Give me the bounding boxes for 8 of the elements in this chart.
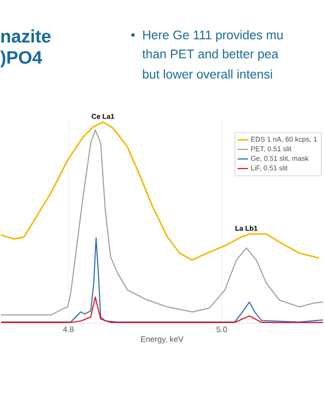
x-axis-title: Energy, keV (141, 336, 184, 344)
text: Here Ge 111 provides mu (143, 30, 283, 42)
chart-subtitle: )PO4 (0, 50, 42, 68)
x-tick-label: 5.0 (216, 326, 228, 332)
text: but lower overall intensi (142, 69, 272, 79)
chart-title: nazite (1, 29, 51, 43)
x-tick-label: 4.8 (63, 326, 74, 332)
text: than PET and better pea (142, 49, 278, 61)
